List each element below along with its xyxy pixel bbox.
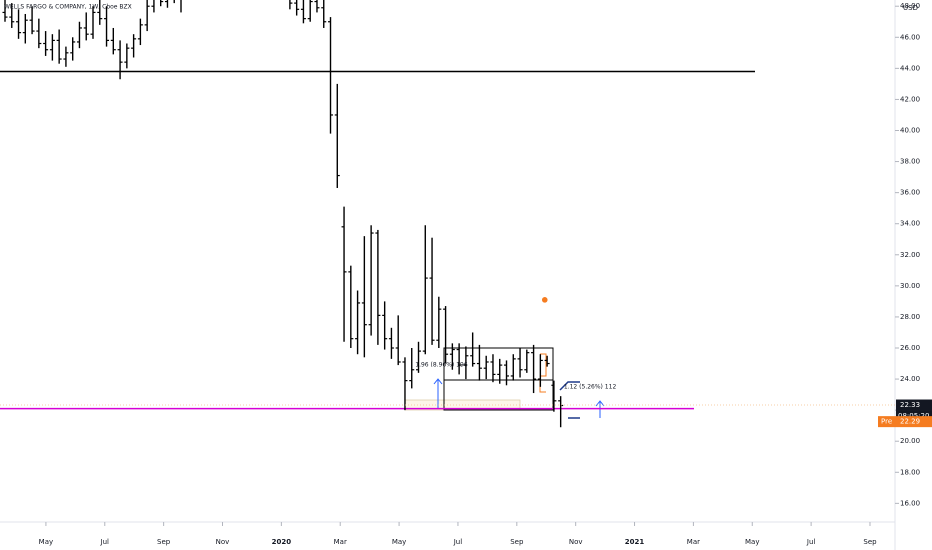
arrow xyxy=(433,378,443,408)
x-tick-label: Jul xyxy=(806,538,816,546)
price-tag xyxy=(896,399,932,411)
y-tick-label: 42.00 xyxy=(900,95,920,103)
x-tick-label: 2020 xyxy=(272,538,292,546)
x-tick-label: Nov xyxy=(569,538,583,546)
currency-label: USD xyxy=(903,4,918,12)
y-tick-label: 44.00 xyxy=(900,64,920,72)
x-tick-label: Mar xyxy=(334,538,347,546)
y-tick-label: 38.00 xyxy=(900,158,920,166)
range-box xyxy=(443,379,554,411)
x-tick-label: May xyxy=(745,538,759,546)
price-label: 22.33 xyxy=(900,401,920,409)
pre-tag xyxy=(878,416,932,428)
annotation: 1.96 (8.96%) 196 xyxy=(415,362,468,369)
marker xyxy=(541,297,548,303)
x-tick-label: Sep xyxy=(863,538,877,546)
y-tick-label: 20.00 xyxy=(900,437,920,445)
arrow xyxy=(595,400,605,418)
x-tick-label: Nov xyxy=(216,538,230,546)
y-tick-label: 48.00 xyxy=(900,2,920,10)
y-tick-label: 40.00 xyxy=(900,127,920,135)
x-tick-label: May xyxy=(392,538,406,546)
y-tick-label: 34.00 xyxy=(900,220,920,228)
x-tick-label: Jul xyxy=(100,538,110,546)
plot-area: 1.96 (8.96%) 196 1.12 (5.26%) 112 xyxy=(0,0,755,428)
countdown-tag xyxy=(896,410,932,422)
y-tick-label: 30.00 xyxy=(900,282,920,290)
x-tick-label: 2021 xyxy=(625,538,645,546)
x-tick-label: Jul xyxy=(453,538,463,546)
x-tick-label: May xyxy=(39,538,53,546)
pre-label: 22.29 xyxy=(900,418,920,426)
annotation: 1.12 (5.26%) 112 xyxy=(564,383,617,390)
chart-title: WELLS FARGO & COMPANY, 1W, Cboe BZX xyxy=(4,4,132,11)
trend-line xyxy=(559,381,580,419)
countdown-label: 08:05:20 xyxy=(898,412,929,420)
y-tick-label: 46.00 xyxy=(900,33,920,41)
x-tick-label: Sep xyxy=(510,538,524,546)
y-tick-label: 24.00 xyxy=(900,375,920,383)
x-tick-label: Mar xyxy=(687,538,700,546)
pre-tag-text: Pre xyxy=(881,418,892,426)
y-tick-label: 32.00 xyxy=(900,251,920,259)
y-tick-label: 16.00 xyxy=(900,499,920,507)
y-tick-label: 36.00 xyxy=(900,189,920,197)
y-tick-label: 26.00 xyxy=(900,344,920,352)
y-tick-label: 28.00 xyxy=(900,313,920,321)
x-tick-label: Sep xyxy=(157,538,171,546)
y-tick-label: 18.00 xyxy=(900,468,920,476)
